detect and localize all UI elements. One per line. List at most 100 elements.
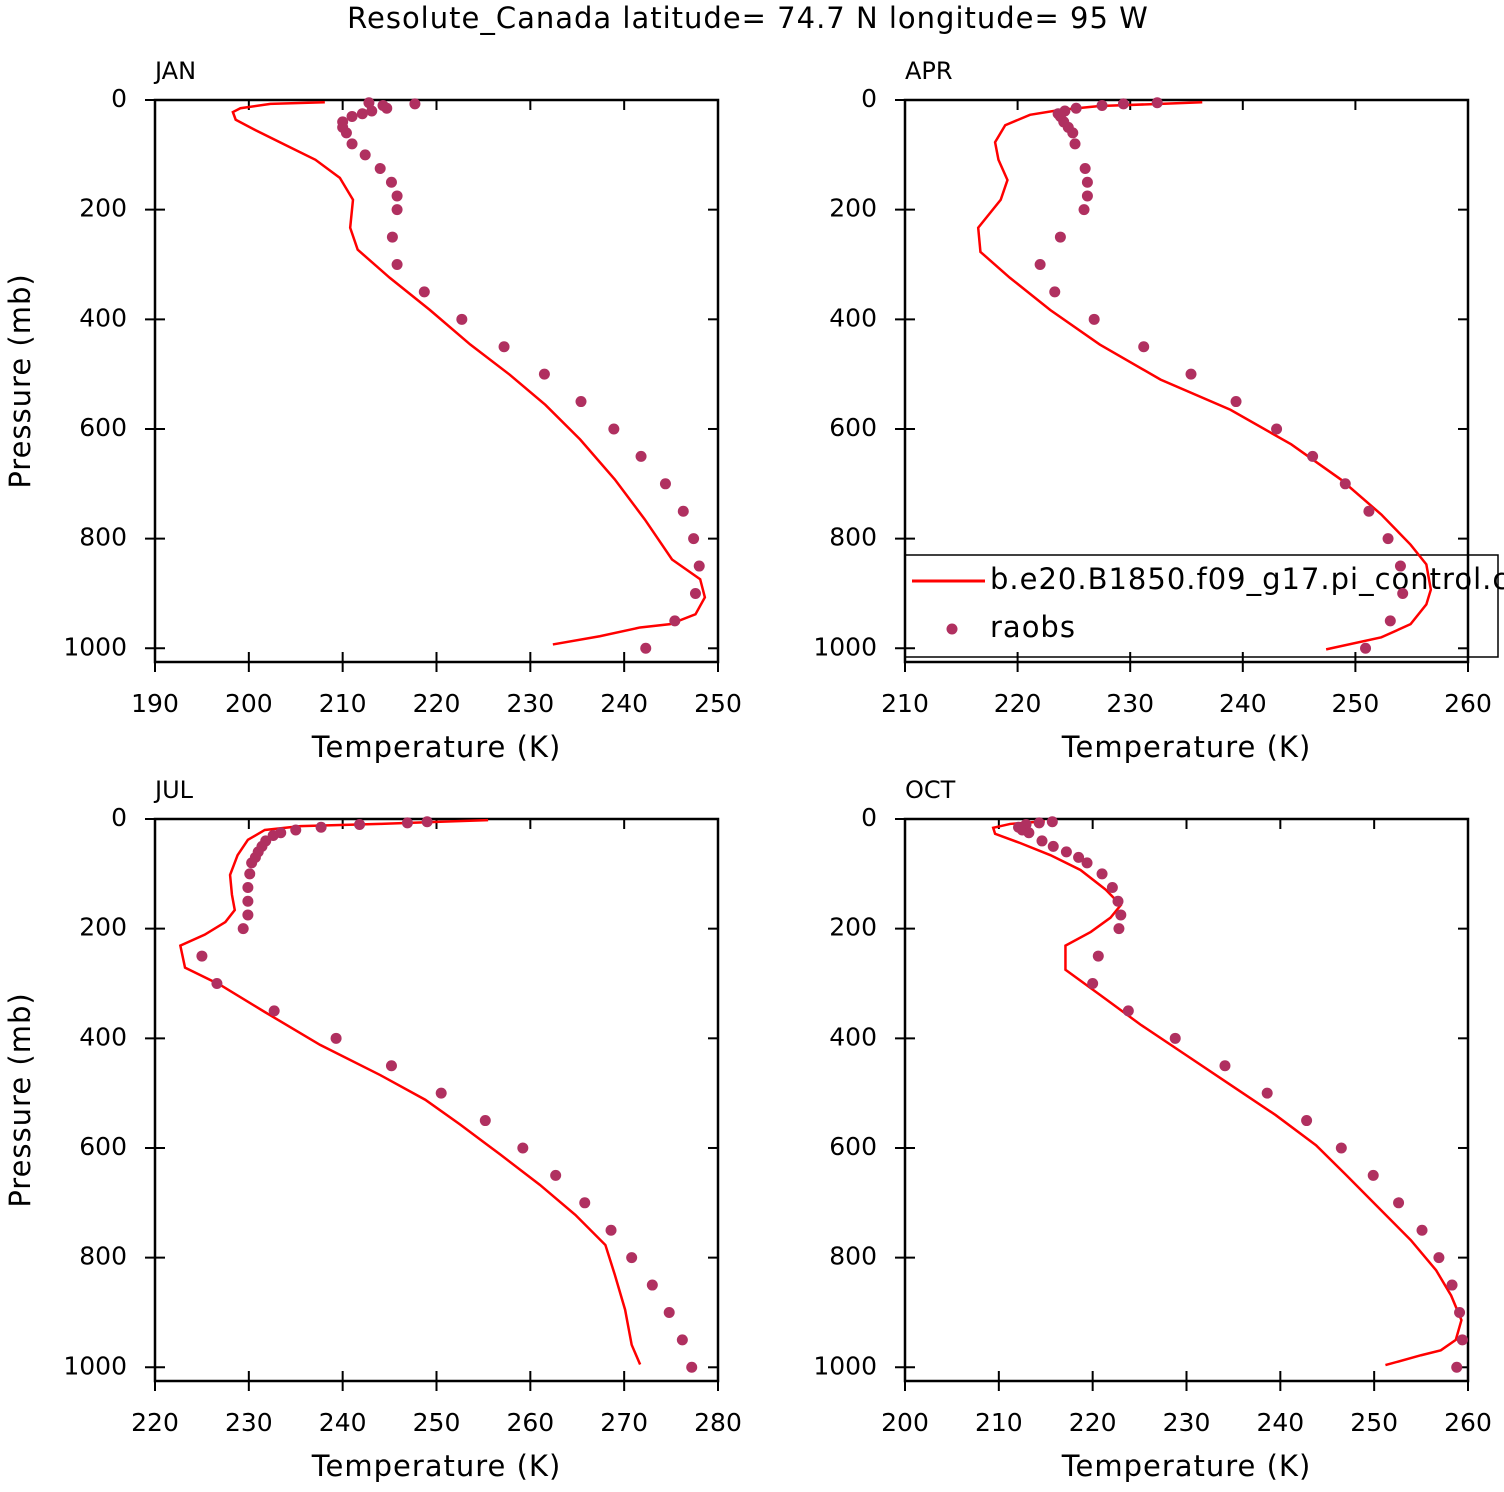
x-axis-label: Temperature (K)	[1061, 1449, 1312, 1483]
obs-point	[1081, 857, 1093, 869]
obs-point	[268, 1005, 280, 1017]
obs-point	[1416, 1224, 1428, 1236]
obs-point	[1106, 882, 1118, 894]
y-tick-label: 1000	[63, 632, 127, 661]
obs-point	[330, 1032, 342, 1044]
y-tick-label: 1000	[813, 1351, 877, 1380]
x-tick-label: 210	[975, 1408, 1023, 1437]
obs-point	[409, 98, 421, 110]
x-tick-label: 210	[319, 689, 367, 718]
obs-point	[608, 423, 620, 435]
obs-point	[435, 1087, 447, 1099]
obs-point	[498, 341, 510, 353]
obs-point	[340, 127, 352, 139]
y-axis-label: Pressure (mb)	[3, 992, 37, 1207]
x-tick-label: 250	[1350, 1408, 1398, 1437]
y-tick-label: 200	[79, 913, 127, 942]
obs-point	[1092, 950, 1104, 962]
obs-point	[356, 108, 368, 120]
obs-point	[1433, 1252, 1445, 1264]
obs-point	[1451, 1361, 1463, 1373]
y-tick-label: 800	[829, 523, 877, 552]
panel-title: JUL	[153, 776, 194, 804]
obs-point	[346, 110, 358, 122]
obs-point	[1081, 190, 1093, 202]
obs-point	[626, 1252, 638, 1264]
obs-point	[1261, 1087, 1273, 1099]
obs-point	[1113, 923, 1125, 935]
y-tick-label: 1000	[813, 632, 877, 661]
obs-point	[1060, 846, 1072, 858]
obs-point	[1363, 505, 1375, 517]
obs-point	[1138, 341, 1150, 353]
obs-point	[391, 204, 403, 216]
obs-point	[1393, 1197, 1405, 1209]
x-tick-label: 240	[600, 689, 648, 718]
obs-point	[1122, 1005, 1134, 1017]
figure-title: Resolute_Canada latitude= 74.7 N longitu…	[347, 1, 1149, 35]
legend-box	[904, 554, 1499, 658]
panel-title: JAN	[153, 57, 196, 85]
obs-point	[1394, 560, 1406, 572]
y-tick-label: 0	[861, 803, 877, 832]
obs-point	[635, 450, 647, 462]
obs-point	[1073, 851, 1085, 863]
obs-point	[605, 1224, 617, 1236]
y-tick-label: 200	[79, 194, 127, 223]
y-tick-label: 200	[829, 913, 877, 942]
obs-point	[1456, 1334, 1468, 1346]
obs-point	[646, 1279, 658, 1291]
x-tick-label: 280	[694, 1408, 742, 1437]
obs-point	[1081, 176, 1093, 188]
plot-frame	[153, 98, 720, 664]
obs-point	[421, 816, 433, 828]
obs-point	[1079, 163, 1091, 175]
obs-point	[517, 1142, 529, 1154]
obs-point	[381, 102, 393, 114]
obs-point	[1036, 835, 1048, 847]
obs-point	[689, 587, 701, 599]
x-tick-label: 220	[994, 689, 1042, 718]
obs-point	[659, 478, 671, 490]
plot-frame	[903, 817, 1470, 1383]
x-tick-label: 190	[131, 689, 179, 718]
obs-point	[401, 817, 413, 829]
obs-point	[242, 909, 254, 921]
y-tick-label: 600	[79, 1132, 127, 1161]
obs-point	[1049, 286, 1061, 298]
x-tick-label: 230	[1106, 689, 1154, 718]
x-tick-label: 230	[506, 689, 554, 718]
x-tick-label: 230	[225, 1408, 273, 1437]
obs-point	[479, 1115, 491, 1127]
obs-point	[1115, 909, 1127, 921]
obs-point	[1034, 258, 1046, 270]
x-tick-label: 260	[1444, 1408, 1492, 1437]
y-tick-label: 800	[829, 1242, 877, 1271]
obs-point	[211, 977, 223, 989]
profile-line	[231, 100, 707, 646]
obs-point	[1335, 1142, 1347, 1154]
obs-point	[1219, 1060, 1231, 1072]
obs-point	[1096, 99, 1108, 111]
x-tick-label: 220	[131, 1408, 179, 1437]
obs-point	[677, 505, 689, 517]
obs-point	[1069, 138, 1081, 150]
legend-label: b.e20.B1850.f09_g17.pi_control.c	[990, 562, 1504, 596]
obs-point	[640, 642, 652, 654]
obs-point	[1454, 1306, 1466, 1318]
x-tick-label: 230	[1163, 1408, 1211, 1437]
obs-point	[1382, 533, 1394, 545]
y-tick-label: 0	[111, 803, 127, 832]
obs-point	[1230, 396, 1242, 408]
x-tick-label: 250	[413, 1408, 461, 1437]
x-tick-label: 220	[413, 689, 461, 718]
x-tick-label: 240	[1256, 1408, 1304, 1437]
x-axis-label: Temperature (K)	[311, 730, 562, 764]
obs-point	[669, 615, 681, 627]
obs-point	[579, 1197, 591, 1209]
obs-point	[386, 231, 398, 243]
y-tick-label: 600	[829, 413, 877, 442]
x-axis-label: Temperature (K)	[311, 1449, 562, 1483]
obs-point	[1078, 204, 1090, 216]
